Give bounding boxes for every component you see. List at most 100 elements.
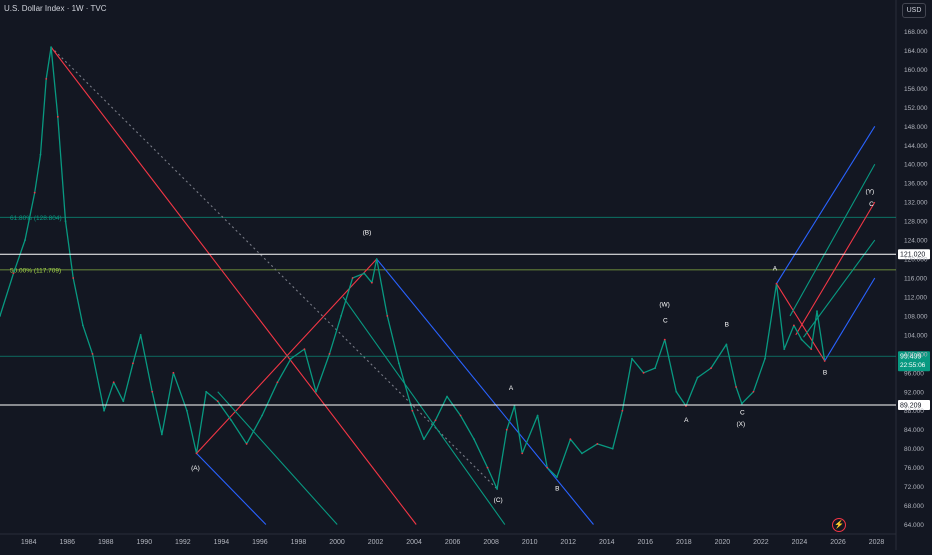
green-line-1[interactable] [217, 391, 338, 525]
fib-level-label: 61.80% (128.804) [10, 215, 62, 222]
y-tick-label: 160.000 [904, 67, 928, 74]
price-point [823, 360, 826, 362]
price-point [710, 367, 712, 369]
price-point [205, 390, 208, 393]
x-tick-label: 1984 [21, 539, 37, 546]
y-tick-label: 156.000 [904, 86, 928, 93]
fork-blue-upper[interactable] [776, 126, 876, 284]
price-point [64, 220, 67, 223]
price-point [328, 352, 331, 355]
dotted-trend-line[interactable] [50, 46, 498, 490]
y-tick-label: 152.000 [904, 105, 928, 112]
y-tick-label: 72.000 [904, 484, 924, 491]
currency-button[interactable]: USD [902, 3, 926, 18]
y-tick-label: 100.000 [904, 351, 928, 358]
price-point [72, 277, 75, 279]
price-point [351, 277, 354, 279]
wave-label: C [869, 201, 874, 208]
price-point [473, 438, 475, 441]
green-line-2[interactable] [342, 296, 506, 525]
wave-label: (B) [363, 229, 372, 236]
price-tag-label: 121.020 [900, 252, 925, 259]
price-point [245, 443, 248, 445]
price-point [160, 433, 163, 436]
price-point [24, 239, 26, 241]
price-point [536, 414, 539, 417]
price-point [783, 348, 786, 351]
price-point [546, 466, 549, 469]
blue-lower-line[interactable] [196, 453, 267, 525]
price-point [434, 419, 437, 422]
price-point [103, 409, 105, 412]
price-point [375, 258, 378, 260]
x-tick-label: 2008 [483, 539, 499, 546]
price-point [363, 272, 366, 275]
y-tick-label: 112.000 [904, 294, 927, 301]
price-point [139, 333, 142, 336]
price-point [521, 452, 524, 455]
price-tag-label: 99.499 [900, 354, 922, 361]
price-point [91, 352, 94, 355]
wave-label: A [684, 417, 689, 424]
price-point [816, 310, 818, 313]
price-point [569, 438, 572, 441]
price-point [56, 115, 59, 118]
fib-level-label: 50.00% (117.709) [10, 267, 61, 274]
x-tick-label: 2002 [368, 539, 384, 546]
price-point [631, 357, 633, 360]
price-point [33, 191, 36, 194]
price-point [45, 77, 48, 80]
price-point [486, 466, 489, 469]
y-tick-label: 140.000 [904, 162, 928, 169]
y-tick-label: 96.000 [904, 370, 924, 377]
price-point [596, 443, 599, 445]
price-point [370, 281, 373, 284]
wave-label: (W) [659, 301, 669, 308]
blue-upper-line[interactable] [376, 258, 594, 525]
price-tag [898, 351, 930, 372]
red-median-line[interactable] [50, 46, 417, 525]
wave-label: C [740, 410, 745, 417]
price-point [122, 400, 125, 403]
price-point [81, 324, 84, 327]
fork-blue-lower[interactable] [824, 277, 876, 362]
price-point [725, 343, 728, 346]
price-scale[interactable] [896, 0, 932, 550]
lightning-icon[interactable]: ⚡ [832, 518, 846, 532]
fork-green-1[interactable] [789, 163, 876, 317]
price-point [386, 315, 389, 317]
price-point [663, 338, 666, 341]
y-tick-label: 92.000 [904, 389, 924, 396]
x-tick-label: 1998 [291, 539, 307, 546]
price-series-line[interactable] [0, 46, 826, 490]
price-point [112, 381, 115, 384]
y-tick-label: 116.000 [904, 276, 927, 283]
fork-red-median[interactable] [795, 201, 876, 336]
x-tick-label: 1990 [137, 539, 153, 546]
price-point [764, 357, 766, 360]
price-point [654, 367, 657, 369]
price-point [423, 438, 425, 441]
x-tick-label: 1992 [175, 539, 191, 546]
price-point [261, 414, 263, 417]
x-tick-label: 1986 [59, 539, 75, 546]
wave-label: C [663, 318, 668, 325]
fork-handle[interactable] [776, 283, 826, 362]
price-tag-label: 89.209 [900, 403, 922, 410]
price-point [411, 409, 414, 412]
y-tick-label: 124.000 [904, 238, 928, 245]
price-point [216, 400, 219, 403]
price-tag [898, 400, 930, 411]
price-point [642, 371, 645, 374]
x-tick-label: 2024 [792, 539, 808, 546]
price-point [735, 386, 737, 388]
x-tick-label: 2006 [445, 539, 461, 546]
price-point [810, 348, 813, 351]
y-tick-label: 84.000 [904, 427, 924, 434]
price-point [0, 315, 1, 317]
y-tick-label: 68.000 [904, 503, 924, 510]
price-point [775, 282, 778, 285]
price-point [195, 452, 198, 455]
